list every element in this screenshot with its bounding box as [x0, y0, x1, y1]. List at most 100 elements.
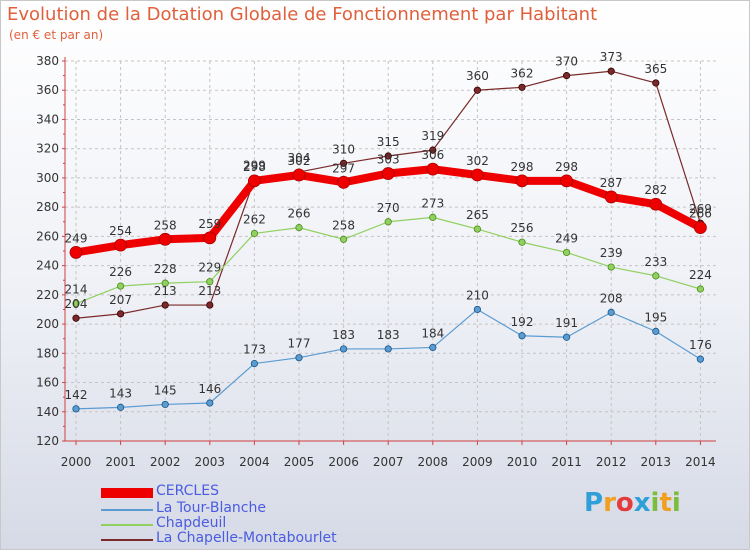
data-label-la-tour-blanche: 145 [154, 383, 177, 397]
data-point-chapdeuil [562, 248, 571, 257]
data-label-cercles: 302 [466, 154, 489, 168]
data-label-la-tour-blanche: 183 [377, 328, 400, 342]
data-point-la-chapelle-montabourlet [117, 310, 125, 318]
y-tick-label: 280 [36, 200, 59, 214]
y-tick-label: 140 [36, 405, 59, 419]
data-label-chapdeuil: 249 [555, 231, 578, 245]
data-label-la-tour-blanche: 208 [600, 291, 623, 305]
data-point-la-tour-blanche [652, 327, 660, 335]
x-tick-label: 2006 [328, 455, 359, 469]
data-point-chapdeuil [384, 218, 392, 226]
data-point-la-chapelle-montabourlet [429, 146, 437, 154]
legend-swatch [101, 539, 153, 541]
legend-label: La Chapelle-Montabourlet [156, 530, 337, 546]
data-point-la-tour-blanche [607, 308, 615, 316]
data-label-la-chapelle-montabourlet: 269 [689, 202, 712, 216]
data-label-la-tour-blanche: 173 [243, 343, 266, 357]
data-label-cercles: 303 [377, 153, 400, 167]
x-tick-label: 2005 [284, 455, 315, 469]
data-label-chapdeuil: 258 [332, 218, 355, 232]
y-tick-label: 120 [36, 434, 59, 448]
data-label-cercles: 298 [555, 160, 578, 174]
y-tick-label: 380 [36, 54, 59, 68]
data-label-la-tour-blanche: 195 [644, 310, 667, 324]
legend-swatch [101, 524, 153, 526]
data-point-cercles [604, 190, 618, 204]
data-point-chapdeuil [161, 279, 169, 287]
data-point-chapdeuil [607, 263, 615, 271]
y-tick-label: 180 [36, 346, 59, 360]
data-label-chapdeuil: 266 [288, 207, 311, 221]
logo-letter: P [584, 488, 604, 518]
data-label-la-chapelle-montabourlet: 365 [644, 62, 667, 76]
data-point-la-tour-blanche [161, 400, 169, 409]
x-tick-label: 2002 [150, 455, 181, 469]
data-label-la-tour-blanche: 183 [332, 328, 355, 342]
data-label-la-chapelle-montabourlet: 373 [600, 50, 623, 64]
logo-letter: i [671, 488, 681, 518]
data-label-la-chapelle-montabourlet: 207 [109, 293, 132, 307]
y-tick-label: 360 [36, 83, 59, 97]
data-point-cercles [426, 162, 440, 176]
y-tick-label: 300 [36, 171, 59, 185]
data-point-la-chapelle-montabourlet [384, 152, 392, 160]
data-point-cercles [114, 238, 127, 252]
x-tick-label: 2011 [551, 455, 582, 469]
data-point-la-tour-blanche [72, 405, 80, 413]
data-label-la-tour-blanche: 176 [689, 338, 712, 352]
data-point-la-chapelle-montabourlet [72, 314, 80, 322]
x-tick-label: 2009 [462, 455, 493, 469]
data-point-cercles [292, 168, 306, 182]
x-tick-label: 2003 [195, 455, 226, 469]
data-label-la-chapelle-montabourlet: 213 [154, 284, 177, 298]
data-label-la-tour-blanche: 177 [288, 337, 311, 351]
x-tick-label: 2012 [596, 455, 627, 469]
data-point-chapdeuil [518, 238, 526, 246]
data-label-la-tour-blanche: 210 [466, 288, 489, 302]
data-label-chapdeuil: 233 [644, 255, 667, 269]
data-point-la-chapelle-montabourlet [562, 72, 571, 80]
data-label-chapdeuil: 262 [243, 212, 266, 226]
data-point-chapdeuil [429, 213, 437, 221]
legend-swatch [101, 509, 153, 511]
data-point-chapdeuil [339, 235, 348, 243]
data-point-chapdeuil [473, 225, 481, 233]
logo-letter: i [650, 488, 660, 518]
y-tick-label: 320 [36, 142, 59, 156]
x-tick-label: 2001 [105, 455, 136, 469]
data-label-cercles: 254 [109, 224, 132, 238]
data-point-la-chapelle-montabourlet [473, 86, 481, 94]
data-point-cercles [560, 174, 573, 188]
data-label-la-chapelle-montabourlet: 360 [466, 69, 489, 83]
logo-letter: t [659, 488, 672, 518]
legend-swatch [101, 488, 153, 498]
data-label-chapdeuil: 224 [689, 268, 712, 282]
y-tick-label: 240 [36, 259, 59, 273]
data-point-la-chapelle-montabourlet [339, 159, 348, 167]
data-label-la-chapelle-montabourlet: 213 [198, 284, 221, 298]
data-point-chapdeuil [117, 282, 125, 290]
data-label-cercles: 282 [644, 183, 667, 197]
data-label-chapdeuil: 214 [65, 283, 88, 297]
plot-area: 120 140 160 180 200 220 240 260 280 300 320 340 360 3… [36, 50, 716, 469]
data-point-cercles [337, 175, 351, 189]
chart-subtitle: (en € et par an) [9, 28, 104, 42]
data-point-la-chapelle-montabourlet [607, 67, 615, 75]
data-point-la-tour-blanche [117, 403, 125, 411]
logo-letter: o [615, 488, 634, 518]
y-tick-label: 260 [36, 229, 59, 243]
data-point-cercles [694, 221, 707, 235]
data-point-la-tour-blanche [295, 354, 303, 362]
data-label-la-tour-blanche: 191 [555, 316, 578, 330]
data-label-chapdeuil: 228 [154, 262, 177, 276]
data-point-cercles [515, 174, 529, 188]
data-label-la-tour-blanche: 184 [421, 326, 444, 340]
data-point-cercles [649, 197, 663, 211]
data-point-la-tour-blanche [518, 332, 526, 340]
data-point-la-tour-blanche [562, 333, 571, 341]
x-tick-label: 2008 [418, 455, 449, 469]
data-label-la-chapelle-montabourlet: 204 [65, 297, 88, 311]
chart-title: Evolution de la Dotation Globale de Fonc… [7, 4, 598, 25]
data-point-chapdeuil [250, 229, 258, 238]
